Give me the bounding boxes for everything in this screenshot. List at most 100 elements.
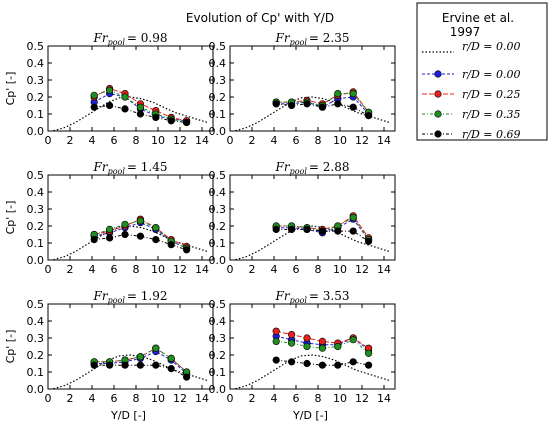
panel-title-sub: pool — [108, 167, 126, 176]
panel-2: Frpool = 2.35 0 2 4 6 8 10 12 14 0.0 0.1 0.2 0.3 0.4 0.… — [209, 31, 396, 147]
data-point — [105, 361, 114, 369]
data-point — [318, 337, 327, 346]
series-4 — [272, 225, 373, 245]
panel-title-sub: pool — [290, 296, 308, 305]
data-point — [349, 89, 357, 98]
x-tick-label: 8 — [315, 263, 322, 276]
x-tick-label: 10 — [333, 263, 347, 276]
data-point — [288, 101, 296, 110]
series-3 — [272, 89, 373, 116]
data-point — [183, 118, 191, 127]
data-point — [272, 356, 280, 364]
data-point — [105, 225, 114, 233]
data-point — [349, 227, 357, 235]
data-point — [136, 217, 144, 225]
legend-entry-4: r/D = 0.69 — [422, 128, 521, 141]
y-tick-label: 0.4 — [209, 315, 227, 328]
data-point — [318, 103, 327, 111]
panel-title-var: Fr — [275, 289, 291, 303]
axes-frame — [47, 303, 214, 390]
x-tick-label: 10 — [151, 263, 165, 276]
y-tick-label: 0.4 — [27, 186, 45, 199]
data-point — [152, 113, 160, 121]
series-4 — [90, 230, 191, 254]
data-point — [272, 225, 280, 233]
axes-frame — [229, 303, 396, 390]
x-tick-label: 6 — [111, 134, 118, 147]
series-3 — [272, 336, 373, 357]
x-tick-label: 6 — [293, 134, 300, 147]
data-point — [167, 365, 175, 373]
axes-frame — [47, 45, 214, 132]
data-point — [167, 241, 175, 249]
x-tick-label: 4 — [271, 392, 278, 405]
series-4 — [90, 361, 191, 381]
data-point — [121, 93, 129, 101]
data-point — [334, 100, 342, 108]
data-point — [334, 89, 342, 98]
panel-title-value: = 2.88 — [309, 160, 350, 174]
x-tick-label: 6 — [293, 392, 300, 405]
data-point — [90, 236, 98, 244]
y-tick-label: 0.0 — [27, 254, 45, 267]
data-point — [334, 227, 342, 235]
panel-3: Frpool = 1.45 0 2 4 6 8 10 12 14 0.0 0.1 0.2 0.3 0.4 0.… — [4, 160, 214, 276]
legend-label: r/D = 0.35 — [462, 108, 521, 121]
x-tick-label: 14 — [377, 392, 391, 405]
data-point — [136, 232, 144, 240]
axes-frame — [47, 174, 214, 261]
x-tick-label: 10 — [333, 134, 347, 147]
y-axis-label: Cp' [-] — [4, 330, 17, 364]
x-tick-label: 4 — [271, 263, 278, 276]
y-tick-label: 0.3 — [27, 332, 45, 345]
data-point — [121, 105, 129, 113]
x-tick-label: 10 — [333, 392, 347, 405]
reference-curve — [53, 225, 208, 261]
data-point — [121, 361, 129, 369]
x-tick-label: 0 — [45, 392, 52, 405]
panel-title: Frpool = 1.45 — [93, 160, 168, 176]
y-tick-label: 0.4 — [209, 57, 227, 70]
y-tick-label: 0.5 — [27, 298, 45, 311]
data-point — [183, 246, 191, 254]
x-tick-label: 4 — [89, 263, 96, 276]
x-tick-label: 4 — [89, 134, 96, 147]
y-tick-label: 0.3 — [209, 74, 227, 87]
series-2 — [272, 212, 373, 242]
x-tick-label: 14 — [377, 134, 391, 147]
x-tick-label: 0 — [227, 392, 234, 405]
data-point — [136, 361, 144, 369]
y-tick-label: 0.5 — [209, 298, 227, 311]
panel-title-value: = 3.53 — [309, 289, 350, 303]
x-tick-label: 12 — [173, 392, 187, 405]
data-point — [349, 103, 357, 111]
x-tick-label: 2 — [67, 263, 74, 276]
panel-title-sub: pool — [108, 296, 126, 305]
figure-title: Evolution of Cp' with Y/D — [186, 11, 334, 25]
y-tick-label: 0.1 — [209, 237, 227, 250]
data-point — [152, 361, 160, 369]
data-point — [136, 353, 144, 361]
x-tick-label: 2 — [249, 134, 256, 147]
x-tick-label: 14 — [195, 134, 209, 147]
reference-curve — [53, 354, 208, 390]
reference-curve — [235, 354, 390, 390]
legend-entries: r/D = 0.00 r/D = 0.25 r/D = 0.35 r/D = 0.69 — [422, 68, 521, 141]
data-point — [349, 358, 357, 366]
panel-title-var: Fr — [93, 31, 109, 45]
legend-marker — [434, 70, 442, 78]
y-tick-label: 0.4 — [27, 57, 45, 70]
x-tick-label: 8 — [315, 134, 322, 147]
panel-title-value: = 1.92 — [127, 289, 168, 303]
legend-marker — [434, 90, 442, 98]
series-4 — [272, 356, 373, 369]
x-tick-label: 2 — [249, 392, 256, 405]
panel-title-sub: pool — [290, 167, 308, 176]
legend: Ervine et al. 1997 r/D = 0.00 r/D = 0.00… — [416, 2, 548, 141]
legend-reference-label: r/D = 0.00 — [462, 40, 521, 53]
y-tick-label: 0.2 — [209, 349, 227, 362]
y-tick-label: 0.2 — [27, 91, 45, 104]
data-point — [365, 237, 373, 245]
panel-6: Frpool = 3.53 0 2 4 6 8 10 12 14 0.0 0.1 0.2 0.3 0.4 0.… — [209, 289, 396, 422]
x-tick-label: 10 — [151, 392, 165, 405]
